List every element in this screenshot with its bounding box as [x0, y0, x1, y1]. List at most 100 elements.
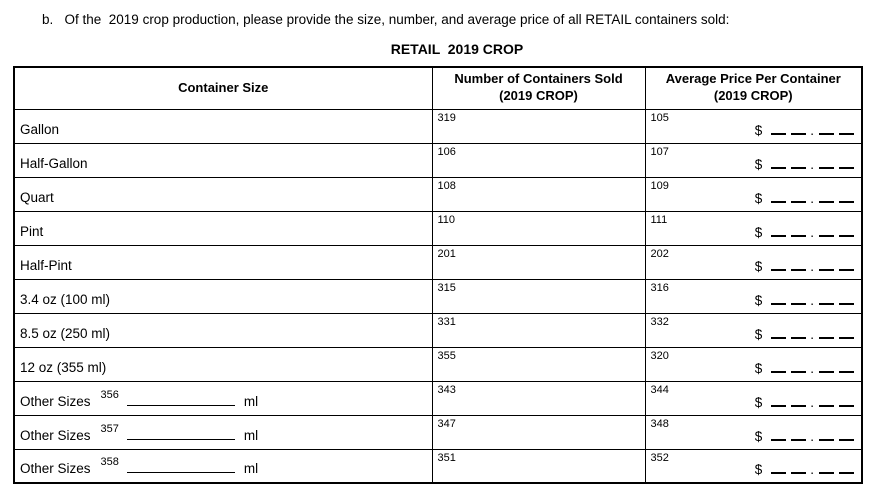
avg-price-cell: 348 $. [644, 414, 863, 450]
price-blank [818, 191, 834, 203]
price-blank [818, 157, 834, 169]
price-blank [838, 225, 854, 237]
price-blank [770, 191, 786, 203]
decimal-point: . [810, 190, 814, 206]
price-blank [838, 327, 854, 339]
price-blank [818, 395, 834, 407]
ml-fill-in[interactable] [126, 461, 235, 473]
number-sold-cell[interactable]: 347 [431, 414, 646, 450]
col-header-container-size-label: Container Size [178, 79, 269, 95]
price-fill-in[interactable]: $. [755, 191, 856, 207]
price-fill-in[interactable]: $. [755, 157, 856, 173]
price-blank [770, 462, 786, 474]
container-size-label: Gallon [20, 121, 60, 137]
price-blank [818, 361, 834, 373]
avg-price-cell: 344 $. [644, 380, 863, 416]
item-code-price: 332 [650, 315, 669, 328]
price-blank [770, 123, 786, 135]
ml-label: ml [243, 461, 259, 476]
price-fill-in[interactable]: $. [755, 361, 856, 377]
price-blank [790, 361, 806, 373]
container-size-label: 3.4 oz (100 ml) [20, 291, 111, 307]
table-row-half-pint: Half-Pint 201 202 $. [13, 244, 863, 280]
price-fill-in[interactable]: $. [755, 293, 856, 309]
number-sold-cell[interactable]: 201 [431, 244, 646, 280]
item-code-price: 109 [650, 179, 669, 192]
price-fill-in[interactable]: $. [755, 259, 856, 275]
col-header-container-size: Container Size [13, 66, 433, 110]
item-code-number: 347 [437, 417, 456, 430]
price-blank [770, 157, 786, 169]
item-code-number: 319 [437, 111, 456, 124]
container-size-cell: Half-Pint [13, 244, 433, 280]
decimal-point: . [810, 462, 814, 477]
item-code-number: 331 [437, 315, 456, 328]
table-row-other-sizes-2: Other Sizes 357 ml 347 348 $. [13, 414, 863, 450]
item-code-number: 351 [437, 451, 456, 464]
size-code: 356 [100, 388, 119, 401]
avg-price-cell: 202 $. [644, 244, 863, 280]
container-size-label: Other Sizes [20, 393, 91, 409]
avg-price-cell: 316 $. [644, 278, 863, 314]
number-sold-cell[interactable]: 319 [431, 108, 646, 144]
item-code-number: 108 [437, 179, 456, 192]
price-blank [790, 462, 806, 474]
price-blank [770, 259, 786, 271]
price-blank [790, 293, 806, 305]
container-size-cell: Other Sizes 358 ml [13, 448, 433, 484]
item-code-number: 106 [437, 145, 456, 158]
container-size-label: Other Sizes [20, 427, 91, 443]
price-blank [770, 429, 786, 441]
number-sold-cell[interactable]: 343 [431, 380, 646, 416]
price-blank [838, 259, 854, 271]
price-blank [818, 293, 834, 305]
price-blank [818, 462, 834, 474]
decimal-point: . [810, 394, 814, 410]
price-fill-in[interactable]: $. [755, 225, 856, 241]
dollar-sign: $ [754, 190, 763, 206]
price-fill-in[interactable]: $. [755, 123, 856, 139]
container-size-label: 12 oz (355 ml) [20, 359, 107, 375]
dollar-sign: $ [754, 326, 763, 342]
number-sold-cell[interactable]: 106 [431, 142, 646, 178]
price-fill-in[interactable]: $. [755, 462, 856, 478]
container-size-cell: 12 oz (355 ml) [13, 346, 433, 382]
container-size-cell: 8.5 oz (250 ml) [13, 312, 433, 348]
avg-price-cell: 352 $. [644, 448, 863, 484]
col-header-avg-price-line2: (2019 CROP) [713, 88, 793, 104]
number-sold-cell[interactable]: 108 [431, 176, 646, 212]
price-blank [770, 327, 786, 339]
number-sold-cell[interactable]: 315 [431, 278, 646, 314]
container-size-label: Pint [20, 223, 44, 239]
number-sold-cell[interactable]: 351 [431, 448, 646, 484]
number-sold-cell[interactable]: 110 [431, 210, 646, 246]
avg-price-cell: 105 $. [644, 108, 863, 144]
item-code-number: 343 [437, 383, 456, 396]
dollar-sign: $ [754, 224, 763, 240]
dollar-sign: $ [754, 462, 763, 477]
price-blank [838, 361, 854, 373]
ml-fill-in[interactable] [126, 394, 235, 406]
number-sold-cell[interactable]: 331 [431, 312, 646, 348]
question-b-text: b. Of the 2019 crop production, please p… [42, 12, 730, 27]
price-blank [818, 259, 834, 271]
price-blank [770, 395, 786, 407]
table-row-quart: Quart 108 109 $. [13, 176, 863, 212]
container-size-label: Half-Gallon [20, 155, 88, 171]
decimal-point: . [810, 360, 814, 376]
ml-fill-in[interactable] [126, 428, 235, 440]
decimal-point: . [810, 224, 814, 240]
item-code-price: 320 [650, 349, 669, 362]
number-sold-cell[interactable]: 355 [431, 346, 646, 382]
item-code-number: 201 [437, 247, 456, 260]
container-size-cell: Gallon [13, 108, 433, 144]
price-blank [790, 225, 806, 237]
price-fill-in[interactable]: $. [755, 395, 856, 411]
item-code-price: 348 [650, 417, 669, 430]
price-blank [818, 225, 834, 237]
price-fill-in[interactable]: $. [755, 429, 856, 445]
price-fill-in[interactable]: $. [755, 327, 856, 343]
col-header-number-sold-line2: (2019 CROP) [499, 88, 578, 104]
price-blank [790, 123, 806, 135]
avg-price-cell: 332 $. [644, 312, 863, 348]
